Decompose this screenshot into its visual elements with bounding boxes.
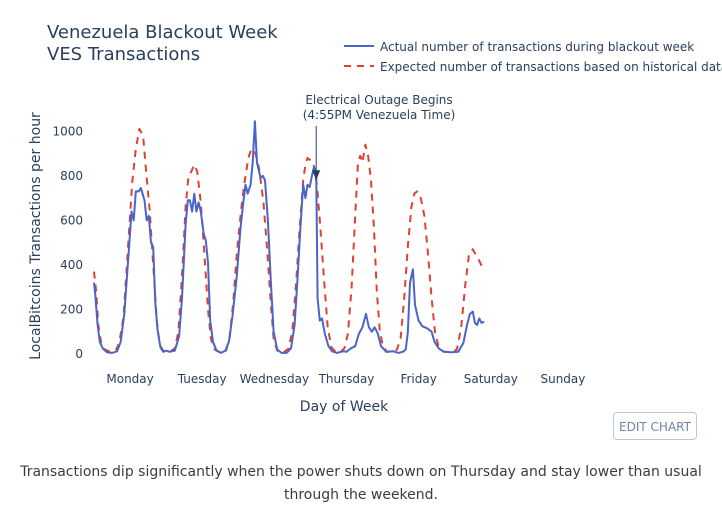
y-tick-label: 600 (60, 213, 83, 227)
annotation-line-1: Electrical Outage Begins (305, 93, 452, 107)
x-axis-ticks: Monday Tuesday Wednesday Thursday Friday Satu… (106, 372, 585, 386)
annotation-arrow-head (312, 170, 321, 181)
legend-label-expected[interactable]: Expected number of transactions based on… (380, 60, 722, 74)
x-tick-label-wednesday: Wednesday (240, 372, 309, 386)
line-chart: Venezuela Blackout Week VES Transactions… (28, 22, 722, 415)
series-line-actual[interactable] (93, 120, 485, 354)
legend: Actual number of transactions during bla… (344, 40, 722, 74)
y-tick-label: 400 (60, 258, 83, 272)
y-tick-label: 0 (75, 347, 83, 361)
y-tick-label: 200 (60, 302, 83, 316)
chart-title: Venezuela Blackout Week (47, 22, 278, 43)
chart-subtitle: VES Transactions (47, 44, 200, 65)
x-tick-label-saturday: Saturday (464, 372, 518, 386)
chart-caption: Transactions dip significantly when the … (20, 464, 702, 503)
x-tick-label-thursday: Thursday (318, 372, 375, 386)
y-axis-ticks: 0 200 400 600 800 1000 (52, 124, 83, 361)
series-layer (93, 120, 486, 354)
x-tick-label-friday: Friday (400, 372, 436, 386)
series-line-expected[interactable] (93, 128, 486, 354)
outage-annotation: Electrical Outage Begins (4:55PM Venezue… (303, 93, 456, 181)
x-tick-label-monday: Monday (106, 372, 153, 386)
edit-chart-button[interactable]: EDIT CHART (613, 412, 697, 440)
x-axis-label: Day of Week (300, 399, 389, 415)
x-tick-label-tuesday: Tuesday (177, 372, 227, 386)
legend-label-actual[interactable]: Actual number of transactions during bla… (380, 40, 694, 54)
y-tick-label: 800 (60, 169, 83, 183)
y-axis-label: LocalBitcoins Transactions per hour (28, 112, 44, 360)
annotation-line-2: (4:55PM Venezuela Time) (303, 108, 456, 122)
y-tick-label: 1000 (52, 124, 83, 138)
x-tick-label-sunday: Sunday (540, 372, 585, 386)
